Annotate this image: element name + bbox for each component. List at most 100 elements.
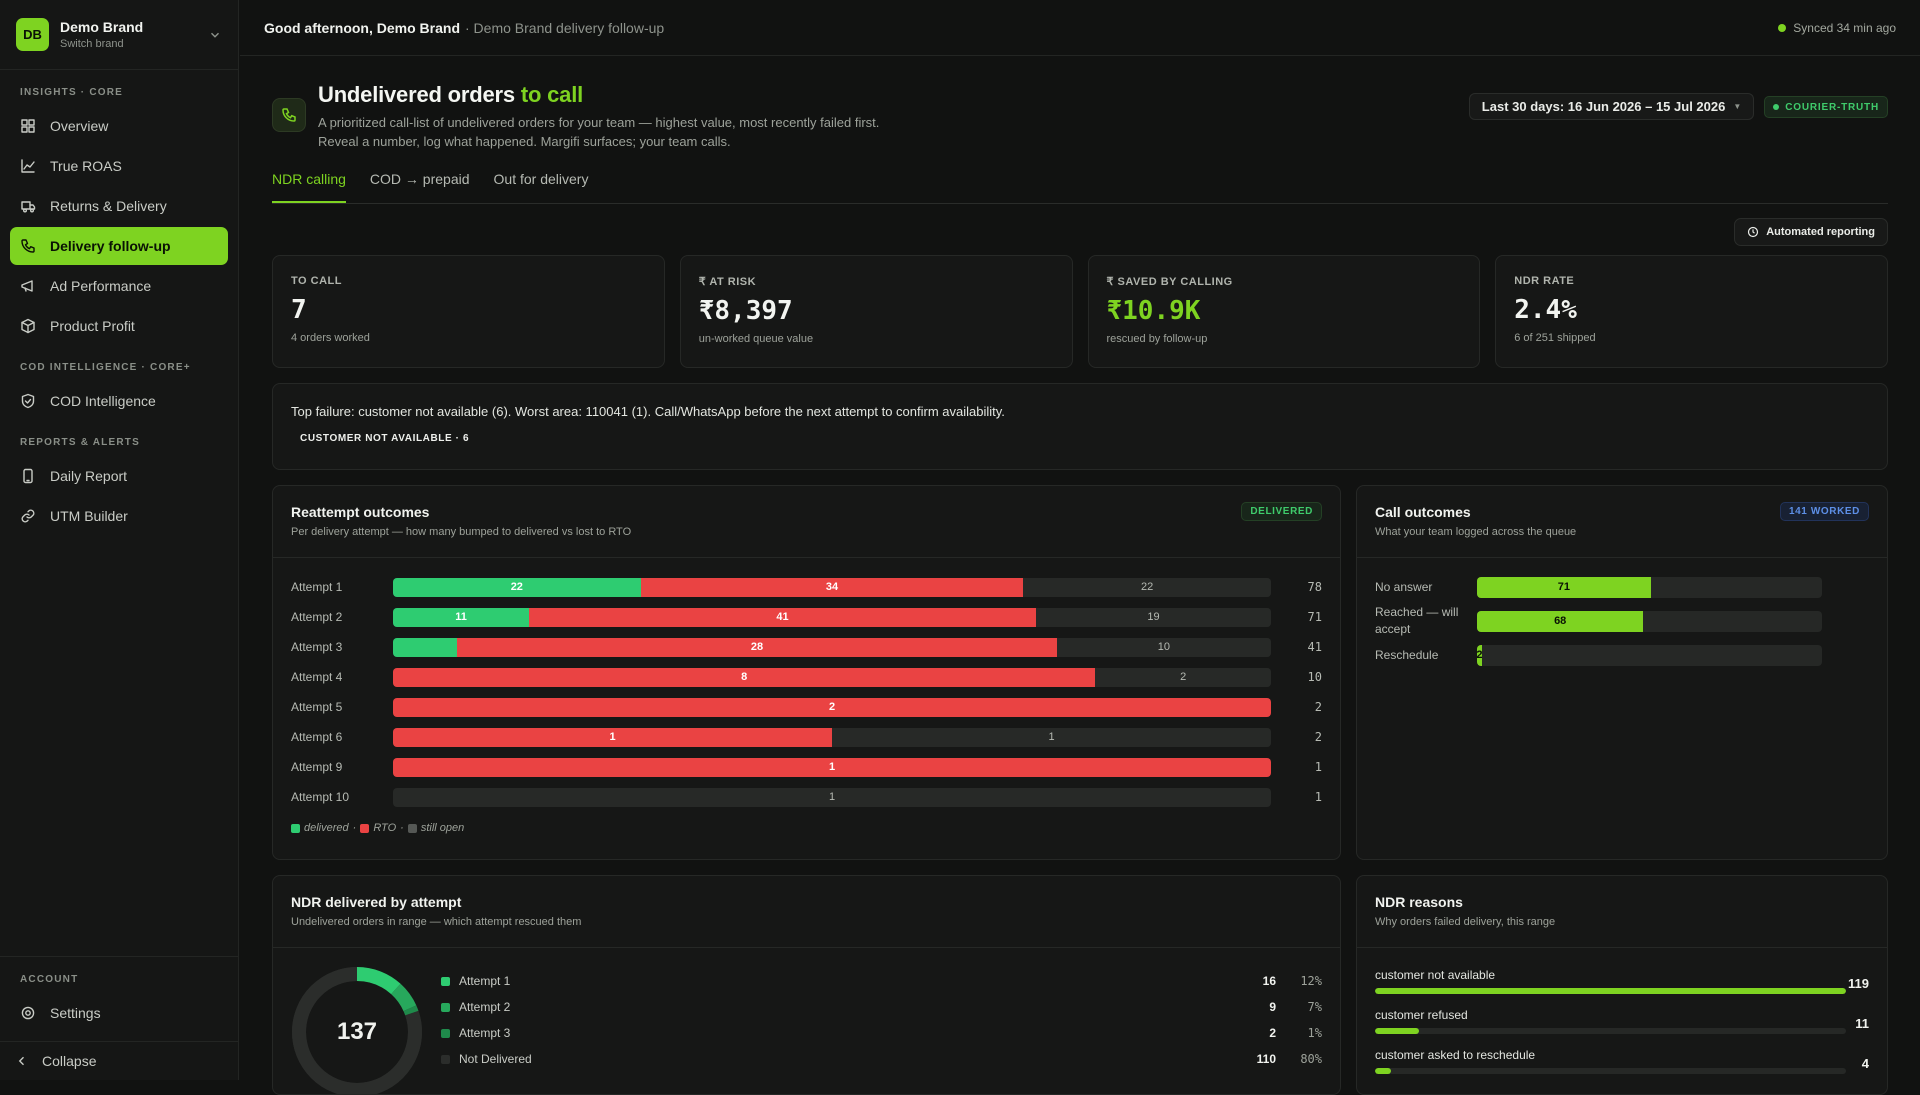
- sidebar-item-ad-performance[interactable]: Ad Performance: [10, 267, 228, 305]
- sidebar-item-product-profit[interactable]: Product Profit: [10, 307, 228, 345]
- kpi-value: ₹10.9K: [1106, 296, 1201, 326]
- bar-segment-delivered: 22: [393, 577, 641, 597]
- reason-row: customer asked to reschedule 4: [1357, 1046, 1887, 1086]
- bar-segment-open: 1: [393, 787, 1271, 807]
- bar-segment-rto: 1: [393, 727, 832, 747]
- bar-segment-open: 22: [1023, 577, 1271, 597]
- date-range-picker[interactable]: Last 30 days: 16 Jun 2026 – 15 Jul 2026 …: [1468, 93, 1755, 120]
- nav-section-title: COD INTELLIGENCE · CORE+: [20, 362, 191, 373]
- sidebar-item-daily-report[interactable]: Daily Report: [10, 457, 228, 495]
- gear-icon: [21, 1006, 35, 1020]
- attempt-label: Attempt 6: [291, 730, 343, 744]
- legend-percent: 12%: [1300, 974, 1322, 988]
- kpi-subtext: un-worked queue value: [698, 333, 814, 345]
- attempt-label: Attempt 5: [291, 700, 343, 714]
- attempt-row: Attempt 5 2 2: [273, 692, 1340, 722]
- sidebar-item-utm-builder[interactable]: UTM Builder: [10, 497, 228, 535]
- attempt-bar: 2: [393, 697, 1271, 717]
- attempt-total: 10: [1307, 670, 1322, 684]
- legend-swatch: [360, 823, 370, 833]
- reason-label: customer not available: [1375, 968, 1496, 982]
- page-header: Undelivered orders to call A prioritized…: [272, 82, 1888, 151]
- sidebar-item-settings[interactable]: Settings: [10, 994, 229, 1032]
- attempt-label: Attempt 2: [291, 610, 343, 624]
- call-bar: 71: [1477, 576, 1822, 598]
- clock-icon: [1748, 226, 1759, 238]
- reason-bar-fill: [1375, 1028, 1419, 1034]
- phone-icon: [21, 239, 35, 253]
- insight-chip: CUSTOMER NOT AVAILABLE · 6: [300, 433, 470, 444]
- sidebar-item-label: Ad Performance: [50, 278, 152, 294]
- automated-reporting-button[interactable]: Automated reporting: [1734, 218, 1888, 246]
- sidebar-item-label: Daily Report: [50, 468, 128, 484]
- sidebar-item-delivery-follow-up[interactable]: Delivery follow-up: [10, 227, 228, 265]
- trend-icon: [21, 159, 35, 173]
- kpi-value: 2.4%: [1514, 295, 1577, 325]
- reason-bar: [1375, 988, 1846, 994]
- bar-segment-rto: 34: [640, 577, 1024, 597]
- panel-title: Reattempt outcomes: [291, 504, 430, 520]
- tab-cod-prepaid[interactable]: COD → prepaid: [369, 171, 470, 187]
- brand-switcher[interactable]: DB Demo Brand Switch brand: [0, 0, 238, 70]
- donut-chart: 137: [291, 966, 423, 1094]
- box-icon: [21, 318, 35, 334]
- sidebar-item-label: UTM Builder: [50, 508, 128, 524]
- bar-segment-open: 2: [1095, 667, 1271, 687]
- panel-subtitle: Why orders failed delivery, this range: [1375, 916, 1556, 928]
- legend-swatch: [441, 1002, 450, 1012]
- bar-segment-delivered: 11: [393, 607, 530, 627]
- attempt-total: 1: [1314, 760, 1322, 774]
- attempt-chart: Attempt 1 22 34 22 78 Attempt 2 11 41 19 71 …: [273, 558, 1340, 812]
- sidebar-item-label: Delivery follow-up: [50, 238, 171, 254]
- kpi-subtext: 6 of 251 shipped: [1514, 332, 1596, 344]
- donut-total: 137: [336, 1018, 378, 1045]
- link-icon: [21, 509, 35, 523]
- call-outcomes-panel: Call outcomes What your team logged acro…: [1356, 485, 1888, 860]
- megaphone-icon: [21, 280, 33, 292]
- bar-segment-rto: 2: [393, 697, 1271, 717]
- legend-percent: 7%: [1307, 1000, 1322, 1014]
- reasons-list: customer not available 119 customer refu…: [1357, 948, 1887, 1086]
- account-section: ACCOUNT Settings: [0, 956, 239, 1042]
- kpi-card: TO CALL 7 4 orders worked: [272, 255, 665, 368]
- page-context: · Demo Brand delivery follow-up: [465, 19, 665, 36]
- attempt-label: Attempt 1: [291, 580, 343, 594]
- attempt-total: 71: [1307, 610, 1322, 624]
- reason-bar: [1375, 1028, 1846, 1034]
- legend-swatch: [407, 823, 417, 833]
- reason-count: 4: [1861, 1056, 1869, 1071]
- attempt-row: Attempt 2 11 41 19 71: [273, 602, 1340, 632]
- panel-subtitle: Per delivery attempt — how many bumped t…: [291, 526, 632, 538]
- sidebar-item-true-roas[interactable]: True ROAS: [10, 147, 228, 185]
- sidebar-item-overview[interactable]: Overview: [10, 107, 228, 145]
- sync-status: Synced 34 min ago: [1778, 21, 1896, 35]
- attempt-bar: 22 34 22: [393, 577, 1271, 597]
- tab-out-for-delivery[interactable]: Out for delivery: [493, 171, 589, 187]
- call-bar-fill: 2: [1477, 644, 1483, 666]
- chevron-down-icon[interactable]: [208, 28, 222, 42]
- chevron-left-icon: [18, 1056, 24, 1066]
- tab-ndr-calling[interactable]: NDR calling: [272, 165, 346, 203]
- call-label: No answer: [1375, 579, 1433, 594]
- kpi-subtext: 4 orders worked: [291, 332, 370, 344]
- sidebar-item-cod-intelligence[interactable]: COD Intelligence: [10, 382, 228, 420]
- bar-segment-rto: 41: [529, 607, 1037, 627]
- shield-icon: [21, 393, 35, 409]
- kpi-card: ₹ SAVED BY CALLING ₹10.9K rescued by fol…: [1087, 255, 1481, 368]
- sidebar-item-returns-delivery[interactable]: Returns & Delivery: [10, 187, 228, 225]
- phone-device-icon: [23, 468, 33, 484]
- legend-swatch: [441, 976, 450, 986]
- collapse-button[interactable]: Collapse: [0, 1041, 239, 1080]
- kpi-label: ₹ AT RISK: [698, 276, 757, 288]
- sidebar-item-label: Product Profit: [50, 318, 135, 334]
- call-bar: 68: [1477, 610, 1822, 632]
- topbar: Good afternoon, Demo Brand · Demo Brand …: [240, 0, 1920, 56]
- delivered-badge: DELIVERED: [1241, 502, 1322, 521]
- bar-segment-rto: 8: [393, 667, 1096, 687]
- insight-text: Top failure: customer not available (6).…: [291, 404, 1005, 419]
- reason-bar-fill: [1375, 988, 1846, 994]
- ndr-by-attempt-panel: NDR delivered by attempt Undelivered ord…: [272, 875, 1341, 1095]
